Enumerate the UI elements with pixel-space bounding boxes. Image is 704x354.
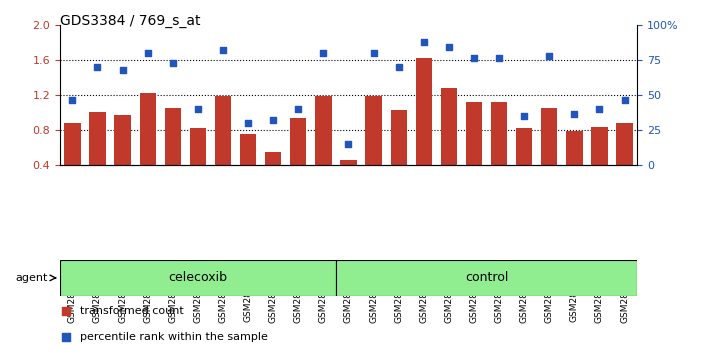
Point bbox=[468, 56, 479, 61]
Point bbox=[594, 106, 605, 112]
Point bbox=[444, 44, 455, 50]
Point bbox=[519, 113, 530, 119]
Bar bbox=[365, 96, 382, 200]
Point bbox=[393, 64, 404, 69]
Point bbox=[167, 60, 178, 65]
Bar bbox=[290, 118, 306, 200]
Bar bbox=[215, 96, 231, 200]
Bar bbox=[265, 152, 282, 200]
Point bbox=[368, 50, 379, 56]
Bar bbox=[441, 88, 457, 200]
Point bbox=[543, 53, 555, 58]
Bar bbox=[336, 260, 637, 296]
Point bbox=[318, 50, 329, 56]
Bar bbox=[240, 134, 256, 200]
Point bbox=[67, 97, 78, 103]
Bar bbox=[64, 123, 80, 200]
Point bbox=[619, 97, 630, 103]
Bar bbox=[315, 96, 332, 200]
Text: GDS3384 / 769_s_at: GDS3384 / 769_s_at bbox=[60, 14, 201, 28]
Point bbox=[192, 106, 203, 112]
Bar bbox=[60, 260, 336, 296]
Text: control: control bbox=[465, 272, 508, 284]
Point bbox=[142, 50, 153, 56]
Point bbox=[60, 334, 71, 339]
Point bbox=[418, 39, 429, 44]
Bar bbox=[541, 108, 558, 200]
Bar bbox=[617, 123, 633, 200]
Point bbox=[218, 47, 229, 53]
Point bbox=[494, 56, 505, 61]
Bar bbox=[491, 102, 507, 200]
Text: percentile rank within the sample: percentile rank within the sample bbox=[80, 332, 268, 342]
Point bbox=[92, 64, 103, 69]
Bar bbox=[391, 109, 407, 200]
Text: agent: agent bbox=[15, 273, 47, 283]
Point bbox=[242, 120, 253, 126]
Bar bbox=[89, 112, 106, 200]
Bar bbox=[115, 115, 131, 200]
Point bbox=[117, 67, 128, 72]
Bar bbox=[466, 102, 482, 200]
Bar bbox=[165, 108, 181, 200]
Point bbox=[293, 106, 304, 112]
Point bbox=[343, 141, 354, 147]
Bar bbox=[340, 160, 357, 200]
Bar bbox=[189, 128, 206, 200]
Bar bbox=[566, 131, 582, 200]
Bar bbox=[415, 58, 432, 200]
Point bbox=[60, 308, 71, 314]
Bar bbox=[591, 127, 608, 200]
Text: celecoxib: celecoxib bbox=[168, 272, 227, 284]
Bar bbox=[139, 93, 156, 200]
Bar bbox=[516, 128, 532, 200]
Point bbox=[268, 117, 279, 123]
Point bbox=[569, 112, 580, 117]
Text: transformed count: transformed count bbox=[80, 306, 184, 316]
